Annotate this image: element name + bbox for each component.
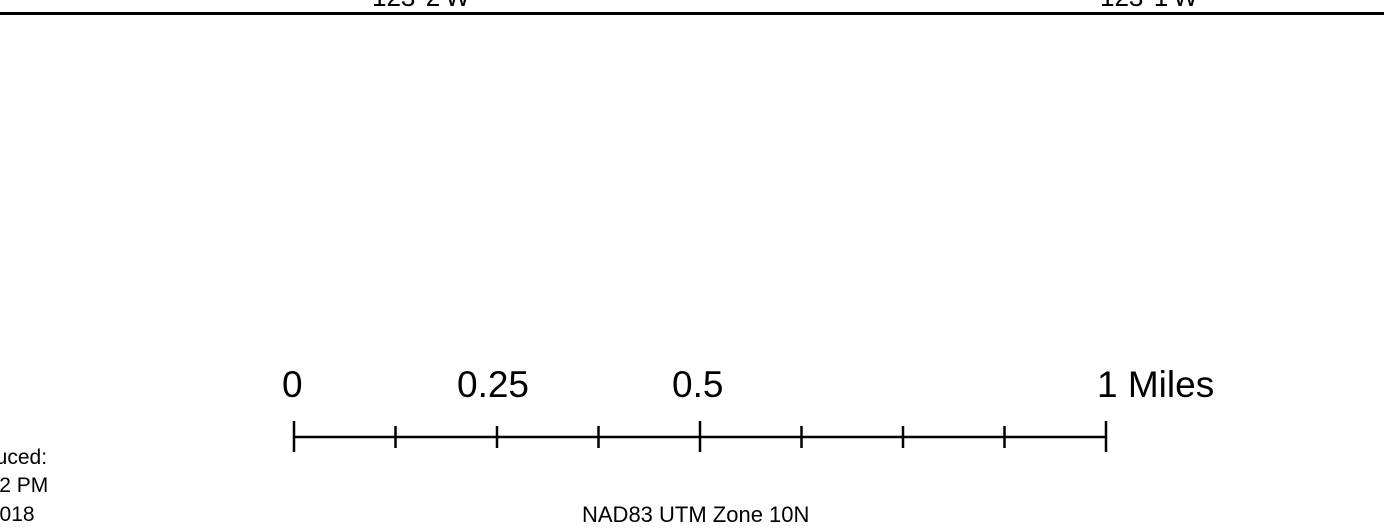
map-frame-top-band: 123°2'W 123°1'W	[0, 0, 1384, 15]
scale-label-end: 1 Miles	[1097, 364, 1215, 405]
projection-label: NAD83 UTM Zone 10N	[582, 502, 810, 527]
scale-label-quarter: 0.25	[457, 364, 530, 405]
longitude-label-right: 123°1'W	[1100, 0, 1198, 10]
produced-label: duced:	[0, 446, 48, 469]
scale-bar-graphic	[292, 421, 1108, 452]
produced-time: 2:32 PM	[0, 474, 49, 497]
scale-label-half: 0.5	[672, 364, 724, 405]
produced-date: /2018	[0, 503, 35, 526]
scale-label-0: 0	[282, 364, 303, 405]
longitude-label-left: 123°2'W	[372, 0, 470, 10]
